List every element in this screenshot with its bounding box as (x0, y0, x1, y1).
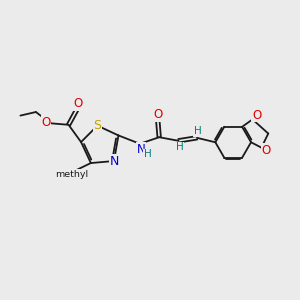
Text: H: H (194, 126, 201, 136)
Text: O: O (74, 97, 83, 110)
Text: H: H (144, 149, 152, 160)
Text: O: O (252, 109, 261, 122)
Text: N: N (109, 154, 119, 167)
Text: S: S (93, 119, 101, 132)
Text: O: O (41, 116, 51, 129)
Text: N: N (137, 143, 146, 156)
Text: methyl: methyl (55, 170, 88, 179)
Text: H: H (176, 142, 184, 152)
Text: O: O (153, 108, 162, 121)
Text: O: O (262, 144, 271, 157)
